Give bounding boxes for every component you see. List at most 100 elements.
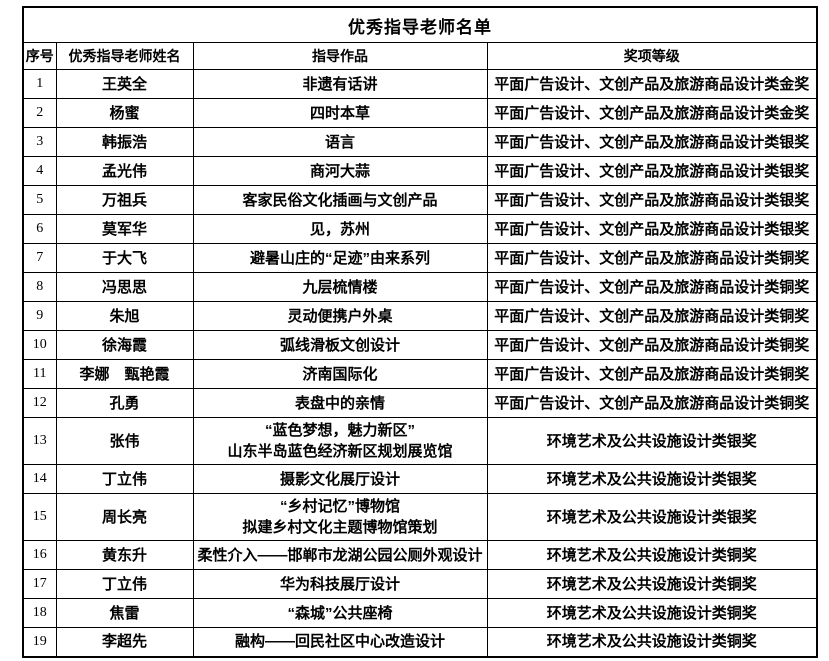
- row-number-cell: 6: [22, 214, 57, 244]
- teacher-name-cell: 焦雷: [55, 598, 194, 628]
- work-title-cell: 华为科技展厅设计: [192, 569, 488, 599]
- award-level-cell: 平面广告设计、文创产品及旅游商品设计类铜奖: [486, 272, 818, 302]
- award-level-cell: 平面广告设计、文创产品及旅游商品设计类铜奖: [486, 330, 818, 360]
- row-number-cell: 1: [22, 69, 57, 99]
- row-number-cell: 13: [22, 417, 57, 465]
- teacher-name-cell: 杨蜜: [55, 98, 194, 128]
- row-number-cell: 12: [22, 388, 57, 418]
- work-title-cell: 商河大蒜: [192, 156, 488, 186]
- table-row: 19 李超先 融构——回民社区中心改造设计 环境艺术及公共设施设计类铜奖: [22, 627, 818, 657]
- teacher-name-cell: 黄东升: [55, 540, 194, 570]
- teacher-name-cell: 张伟: [55, 417, 194, 465]
- teacher-name-cell: 孟光伟: [55, 156, 194, 186]
- work-title-cell: 摄影文化展厅设计: [192, 464, 488, 494]
- table-row: 16 黄东升 柔性介入——邯郸市龙湖公园公厕外观设计 环境艺术及公共设施设计类铜奖: [22, 540, 818, 570]
- teacher-name-cell: 丁立伟: [55, 569, 194, 599]
- table-row: 6 莫军华 见，苏州 平面广告设计、文创产品及旅游商品设计类银奖: [22, 214, 818, 244]
- row-number-cell: 19: [22, 627, 57, 657]
- work-title-cell: “森城”公共座椅: [192, 598, 488, 628]
- teacher-name-cell: 周长亮: [55, 493, 194, 541]
- table-row: 3 韩振浩 语言 平面广告设计、文创产品及旅游商品设计类银奖: [22, 127, 818, 157]
- award-level-cell: 环境艺术及公共设施设计类铜奖: [486, 569, 818, 599]
- row-number-cell: 11: [22, 359, 57, 389]
- table-row: 4 孟光伟 商河大蒜 平面广告设计、文创产品及旅游商品设计类银奖: [22, 156, 818, 186]
- table-row: 15 周长亮 “乡村记忆”博物馆 拟建乡村文化主题博物馆策划 环境艺术及公共设施设计类…: [22, 493, 818, 541]
- excellent-teachers-table: 优秀指导老师名单 序号 优秀指导老师姓名 指导作品 奖项等级 1 王英全 非遗有话讲…: [22, 6, 818, 658]
- row-number-cell: 18: [22, 598, 57, 628]
- work-title-cell: 避暑山庄的“足迹”由来系列: [192, 243, 488, 273]
- work-title-cell: “蓝色梦想，魅力新区” 山东半岛蓝色经济新区规划展览馆: [192, 417, 488, 465]
- award-level-cell: 环境艺术及公共设施设计类银奖: [486, 464, 818, 494]
- award-level-cell: 平面广告设计、文创产品及旅游商品设计类银奖: [486, 185, 818, 215]
- teacher-name-cell: 王英全: [55, 69, 194, 99]
- table-row: 11 李娜 甄艳霞 济南国际化 平面广告设计、文创产品及旅游商品设计类铜奖: [22, 359, 818, 389]
- table-row: 14 丁立伟 摄影文化展厅设计 环境艺术及公共设施设计类银奖: [22, 464, 818, 494]
- work-title-cell: 语言: [192, 127, 488, 157]
- table-body: 1 王英全 非遗有话讲 平面广告设计、文创产品及旅游商品设计类金奖 2 杨蜜 四时本草 平面广…: [22, 69, 818, 657]
- award-level-cell: 平面广告设计、文创产品及旅游商品设计类金奖: [486, 98, 818, 128]
- teacher-name-cell: 李娜 甄艳霞: [55, 359, 194, 389]
- teacher-name-cell: 丁立伟: [55, 464, 194, 494]
- teacher-name-cell: 冯思思: [55, 272, 194, 302]
- column-header-name: 优秀指导老师姓名: [55, 42, 194, 70]
- row-number-cell: 14: [22, 464, 57, 494]
- work-title-cell: 弧线滑板文创设计: [192, 330, 488, 360]
- award-level-cell: 平面广告设计、文创产品及旅游商品设计类铜奖: [486, 301, 818, 331]
- table-row: 18 焦雷 “森城”公共座椅 环境艺术及公共设施设计类铜奖: [22, 598, 818, 628]
- award-level-cell: 平面广告设计、文创产品及旅游商品设计类金奖: [486, 69, 818, 99]
- table-header-row: 序号 优秀指导老师姓名 指导作品 奖项等级: [22, 42, 818, 70]
- teacher-name-cell: 莫军华: [55, 214, 194, 244]
- table-row: 7 于大飞 避暑山庄的“足迹”由来系列 平面广告设计、文创产品及旅游商品设计类铜奖: [22, 243, 818, 273]
- table-row: 1 王英全 非遗有话讲 平面广告设计、文创产品及旅游商品设计类金奖: [22, 69, 818, 99]
- table-row: 13 张伟 “蓝色梦想，魅力新区” 山东半岛蓝色经济新区规划展览馆 环境艺术及公共设施…: [22, 417, 818, 465]
- column-header-work: 指导作品: [192, 42, 488, 70]
- table-row: 9 朱旭 灵动便携户外桌 平面广告设计、文创产品及旅游商品设计类铜奖: [22, 301, 818, 331]
- work-title-cell: 非遗有话讲: [192, 69, 488, 99]
- award-level-cell: 环境艺术及公共设施设计类铜奖: [486, 598, 818, 628]
- work-title-cell: “乡村记忆”博物馆 拟建乡村文化主题博物馆策划: [192, 493, 488, 541]
- row-number-cell: 2: [22, 98, 57, 128]
- table-row: 5 万祖兵 客家民俗文化插画与文创产品 平面广告设计、文创产品及旅游商品设计类银奖: [22, 185, 818, 215]
- row-number-cell: 9: [22, 301, 57, 331]
- row-number-cell: 10: [22, 330, 57, 360]
- work-title-cell: 四时本草: [192, 98, 488, 128]
- award-level-cell: 平面广告设计、文创产品及旅游商品设计类银奖: [486, 156, 818, 186]
- work-title-cell: 客家民俗文化插画与文创产品: [192, 185, 488, 215]
- award-level-cell: 平面广告设计、文创产品及旅游商品设计类银奖: [486, 214, 818, 244]
- teacher-name-cell: 李超先: [55, 627, 194, 657]
- teacher-name-cell: 朱旭: [55, 301, 194, 331]
- row-number-cell: 16: [22, 540, 57, 570]
- row-number-cell: 7: [22, 243, 57, 273]
- table-row: 8 冯思思 九层梳情楼 平面广告设计、文创产品及旅游商品设计类铜奖: [22, 272, 818, 302]
- work-title-cell: 济南国际化: [192, 359, 488, 389]
- teacher-name-cell: 万祖兵: [55, 185, 194, 215]
- row-number-cell: 17: [22, 569, 57, 599]
- row-number-cell: 4: [22, 156, 57, 186]
- table-title: 优秀指导老师名单: [22, 6, 818, 43]
- award-level-cell: 环境艺术及公共设施设计类铜奖: [486, 540, 818, 570]
- award-level-cell: 平面广告设计、文创产品及旅游商品设计类铜奖: [486, 243, 818, 273]
- work-title-cell: 表盘中的亲情: [192, 388, 488, 418]
- row-number-cell: 3: [22, 127, 57, 157]
- award-level-cell: 平面广告设计、文创产品及旅游商品设计类铜奖: [486, 359, 818, 389]
- work-title-cell: 柔性介入——邯郸市龙湖公园公厕外观设计: [192, 540, 488, 570]
- award-level-cell: 环境艺术及公共设施设计类铜奖: [486, 627, 818, 657]
- work-title-cell: 九层梳情楼: [192, 272, 488, 302]
- row-number-cell: 5: [22, 185, 57, 215]
- teacher-name-cell: 于大飞: [55, 243, 194, 273]
- row-number-cell: 15: [22, 493, 57, 541]
- teacher-name-cell: 孔勇: [55, 388, 194, 418]
- row-number-cell: 8: [22, 272, 57, 302]
- award-level-cell: 环境艺术及公共设施设计类银奖: [486, 493, 818, 541]
- table-row: 2 杨蜜 四时本草 平面广告设计、文创产品及旅游商品设计类金奖: [22, 98, 818, 128]
- teacher-name-cell: 徐海霞: [55, 330, 194, 360]
- work-title-cell: 见，苏州: [192, 214, 488, 244]
- work-title-cell: 灵动便携户外桌: [192, 301, 488, 331]
- work-title-cell: 融构——回民社区中心改造设计: [192, 627, 488, 657]
- teacher-name-cell: 韩振浩: [55, 127, 194, 157]
- table-title-row: 优秀指导老师名单: [22, 6, 818, 43]
- award-level-cell: 平面广告设计、文创产品及旅游商品设计类银奖: [486, 127, 818, 157]
- award-level-cell: 平面广告设计、文创产品及旅游商品设计类铜奖: [486, 388, 818, 418]
- award-level-cell: 环境艺术及公共设施设计类银奖: [486, 417, 818, 465]
